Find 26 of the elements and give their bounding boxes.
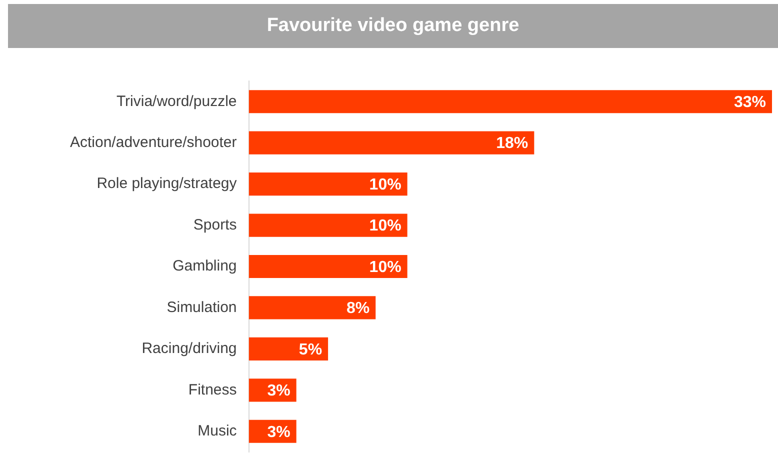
chart-title: Favourite video game genre xyxy=(8,4,778,48)
data-label: 10% xyxy=(369,258,402,276)
bar xyxy=(248,337,328,360)
bar xyxy=(248,214,408,237)
bar xyxy=(248,90,772,114)
data-label: 10% xyxy=(369,218,402,235)
y-tick-label: Gambling xyxy=(172,258,237,275)
data-label: 33% xyxy=(734,94,766,112)
y-tick-label: Trivia/word/puzzle xyxy=(116,92,237,110)
y-tick-label: Racing/driving xyxy=(142,340,237,358)
data-label: 10% xyxy=(369,176,402,194)
data-label: 3% xyxy=(267,424,290,441)
bar xyxy=(248,296,376,320)
data-label: 5% xyxy=(298,341,322,358)
y-tick-label: Sports xyxy=(193,216,237,234)
bar xyxy=(248,254,408,278)
data-label: 8% xyxy=(346,300,370,318)
y-tick-label: Simulation xyxy=(166,298,237,316)
bar xyxy=(248,131,534,154)
y-tick-label: Role playing/strategy xyxy=(96,175,238,192)
bar xyxy=(248,172,408,196)
data-label: 3% xyxy=(267,382,290,400)
data-label: 18% xyxy=(496,135,528,152)
y-tick-label: Fitness xyxy=(188,381,237,398)
y-tick-label: Action/adventure/shooter xyxy=(70,134,237,151)
y-tick-label: Music xyxy=(198,422,238,440)
